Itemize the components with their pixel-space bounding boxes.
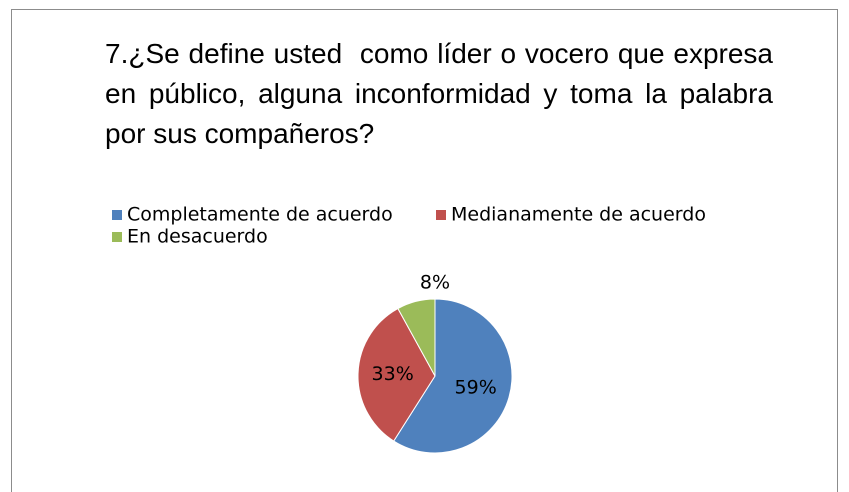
- legend-swatch: [112, 210, 122, 220]
- data-label: 59%: [455, 376, 497, 398]
- legend-label: En desacuerdo: [127, 226, 268, 248]
- pie-slice: [397, 298, 436, 377]
- legend-label: Completamente de acuerdo: [127, 204, 393, 226]
- legend-label: Medianamente de acuerdo: [451, 204, 706, 226]
- data-label: 33%: [372, 363, 414, 385]
- legend-swatch: [436, 210, 446, 220]
- pie-slice: [393, 298, 513, 454]
- legend-swatch: [112, 232, 122, 242]
- chart-title: 7.¿Se define usted como líder o vocero q…: [105, 38, 773, 149]
- data-label: 8%: [420, 272, 450, 294]
